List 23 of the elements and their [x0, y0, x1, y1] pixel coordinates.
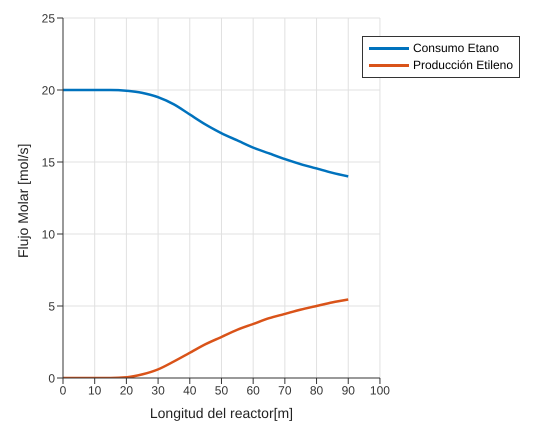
- x-tick-label: 30: [151, 384, 166, 398]
- y-axis-title: Flujo Molar [mol/s]: [14, 144, 31, 258]
- x-tick-label: 90: [342, 384, 356, 398]
- y-tick-label: 20: [42, 83, 56, 98]
- y-tick-label: 25: [42, 11, 56, 26]
- x-tick-label: 0: [60, 384, 67, 398]
- x-tick-label: 100: [370, 384, 390, 398]
- x-tick-label: 70: [278, 384, 292, 398]
- y-tick-label: 10: [42, 227, 56, 242]
- legend-label: Consumo Etano: [412, 40, 499, 57]
- y-tick-label: 0: [48, 371, 56, 386]
- line-series: [63, 298, 350, 378]
- line-series: [63, 88, 350, 178]
- x-tick-label: 10: [88, 384, 102, 398]
- y-tick-label: 15: [42, 155, 56, 170]
- x-tick-label: 80: [310, 384, 324, 398]
- x-tick-label: 60: [246, 384, 260, 398]
- x-tick-label: 20: [120, 384, 134, 398]
- x-axis-title: Longitud del reactor[m]: [150, 405, 294, 421]
- legend-label: Producción Etileno: [412, 57, 513, 74]
- x-tick-label: 50: [214, 384, 228, 398]
- x-tick-label: 40: [183, 384, 197, 398]
- y-tick-label: 5: [48, 299, 56, 314]
